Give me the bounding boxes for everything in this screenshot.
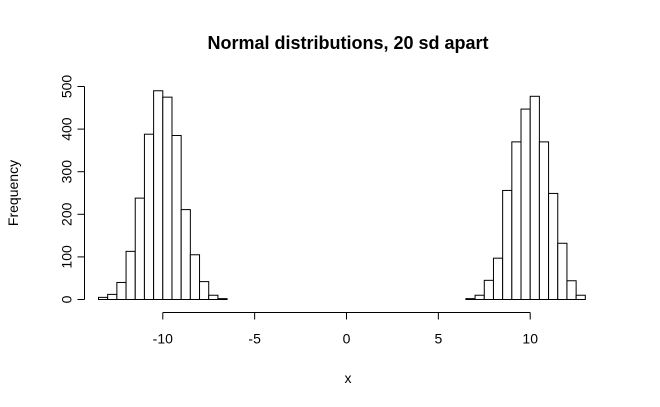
y-tick-label-0: 0 — [59, 295, 75, 303]
histogram-bar-20 — [520, 108, 531, 300]
histogram-bar-16 — [483, 279, 494, 300]
histogram-bar-18 — [502, 189, 513, 300]
histogram-bar-21 — [529, 95, 540, 300]
histogram-bar-25 — [566, 280, 577, 301]
histogram-bar-2 — [116, 281, 127, 300]
histogram-bars — [98, 90, 586, 301]
histogram-bar-6 — [153, 90, 164, 301]
y-axis-label: Frequency — [5, 160, 21, 226]
histogram-bar-14 — [465, 298, 476, 301]
histogram-bar-24 — [557, 242, 568, 301]
x-axis-ticks: -10 -5 0 5 10 — [153, 312, 538, 347]
histogram-bar-8 — [171, 134, 182, 300]
histogram-bar-15 — [474, 294, 485, 300]
x-tick-label-4: 10 — [522, 331, 538, 347]
histogram-bar-22 — [538, 141, 550, 300]
histogram-bar-12 — [208, 294, 219, 300]
histogram-bar-19 — [511, 141, 522, 300]
histogram-bar-1 — [107, 293, 118, 301]
histogram-bar-9 — [180, 209, 191, 300]
histogram-bar-11 — [199, 281, 210, 301]
histogram-bar-26 — [575, 294, 586, 300]
x-tick-label-1: -5 — [248, 331, 261, 347]
x-axis-label: x — [345, 370, 352, 386]
x-tick-label-3: 5 — [434, 331, 442, 347]
y-tick-label-1: 100 — [59, 245, 75, 269]
chart-title: Normal distributions, 20 sd apart — [207, 33, 488, 53]
histogram-bar-5 — [143, 133, 155, 300]
histogram-bar-13 — [217, 298, 228, 301]
histogram-bar-10 — [189, 254, 201, 301]
y-tick-label-2: 200 — [59, 202, 75, 226]
x-tick-label-0: -10 — [153, 331, 173, 347]
x-tick-label-2: 0 — [343, 331, 351, 347]
histogram-bar-0 — [98, 296, 109, 300]
y-tick-label-5: 500 — [59, 75, 75, 99]
histogram-bar-23 — [548, 192, 559, 300]
y-tick-label-4: 400 — [59, 117, 75, 141]
histogram-bar-3 — [125, 250, 136, 300]
y-axis-ticks: 0 100 200 300 400 500 — [59, 75, 85, 303]
y-tick-label-3: 300 — [59, 160, 75, 184]
histogram-bar-17 — [492, 257, 504, 301]
histogram-bar-7 — [162, 96, 173, 301]
histogram-bar-4 — [134, 197, 145, 300]
